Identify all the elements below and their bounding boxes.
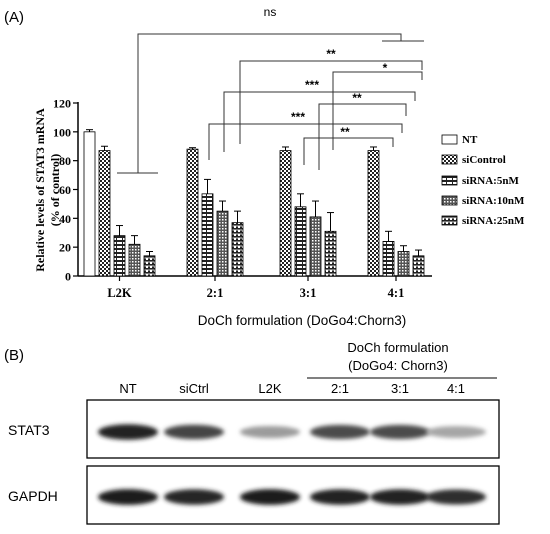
blot-band xyxy=(370,489,430,505)
blot-header-line2: (DoGo4: Chorn3) xyxy=(348,358,448,373)
legend: NT siControl siRNA:5nM siRNA:10nM siRNA:25nM xyxy=(441,134,525,227)
significance-labels: ************* xyxy=(291,47,388,139)
significance-label: ** xyxy=(352,91,362,105)
blot-band xyxy=(426,489,486,505)
blot-band xyxy=(240,425,300,439)
blot-band xyxy=(240,489,300,505)
significance-label: *** xyxy=(305,78,319,92)
bar-sirna-5nm xyxy=(382,240,395,277)
legend-label: siRNA:10nM xyxy=(462,195,525,207)
x-tick-label: 4:1 xyxy=(388,286,405,300)
bar-sirna-25nm xyxy=(231,222,244,277)
blot-lane-labels: NT siCtrl L2K 2:1 3:1 4:1 xyxy=(119,381,465,396)
blot-band xyxy=(310,424,370,440)
legend-swatch xyxy=(441,134,458,145)
bar-nt xyxy=(83,131,96,277)
lane-label: L2K xyxy=(258,381,281,396)
bar-sirna-10nm xyxy=(128,243,141,277)
blot-band xyxy=(164,424,224,440)
blot-header-line1: DoCh formulation xyxy=(347,340,448,355)
panel-a-label: (A) xyxy=(4,9,24,26)
plot-area: 0 20 40 60 80 100 120 L2K 2:1 3:1 4:1 xyxy=(53,97,432,300)
blot-band xyxy=(98,489,158,505)
blot-row-label: STAT3 xyxy=(8,422,50,438)
y-axis-label-line2: (% of control) xyxy=(48,154,62,226)
bar-sirna-5nm xyxy=(113,235,126,277)
legend-label: NT xyxy=(462,134,478,146)
lane-label: siCtrl xyxy=(179,381,209,396)
lane-label: 2:1 xyxy=(331,381,349,396)
legend-swatch xyxy=(441,195,458,206)
x-axis-label: DoCh formulation (DoGo4:Chorn3) xyxy=(198,313,407,328)
bar-sirna-25nm xyxy=(143,255,156,277)
blot-band xyxy=(164,489,224,505)
lane-label: 4:1 xyxy=(447,381,465,396)
y-tick-label: 0 xyxy=(65,270,71,284)
y-axis-label-line1: Relative levels of STAT3 mRNA xyxy=(33,108,47,272)
panel-b-label: (B) xyxy=(4,347,24,364)
y-tick-label: 60 xyxy=(59,183,71,197)
bar-sicontrol xyxy=(98,150,111,277)
x-tick-label: L2K xyxy=(107,286,132,300)
legend-swatch xyxy=(441,154,458,165)
legend-swatch xyxy=(441,215,458,226)
y-tick-label: 80 xyxy=(59,154,71,168)
lane-label: NT xyxy=(119,381,136,396)
bar-sirna-10nm xyxy=(309,216,322,277)
significance-label: *** xyxy=(291,110,305,124)
bar-sirna-25nm xyxy=(412,255,425,277)
significance-brackets xyxy=(117,33,424,174)
significance-label: ** xyxy=(340,125,350,139)
blot-band xyxy=(370,424,430,440)
y-axis-label: Relative levels of STAT3 mRNA (% of cont… xyxy=(33,108,62,272)
significance-label: * xyxy=(383,61,388,75)
blot-band xyxy=(98,424,158,440)
bar-sirna-5nm xyxy=(294,206,307,277)
legend-label: siRNA:5nM xyxy=(462,175,519,187)
y-tick-label: 120 xyxy=(53,97,71,111)
bar-sicontrol xyxy=(367,150,380,277)
blot-band xyxy=(310,489,370,505)
bar-sicontrol xyxy=(186,148,199,277)
x-tick-label: 2:1 xyxy=(207,286,224,300)
y-tick-label: 100 xyxy=(53,125,71,139)
bar-sirna-25nm xyxy=(324,230,337,277)
bar-sirna-5nm xyxy=(201,193,214,277)
legend-swatch xyxy=(441,175,458,186)
y-tick-label: 40 xyxy=(59,212,71,226)
bar-sicontrol xyxy=(279,150,292,277)
lane-label: 3:1 xyxy=(391,381,409,396)
legend-label: siControl xyxy=(462,154,506,166)
blot-row-label: GAPDH xyxy=(8,488,58,504)
x-tick-label: 3:1 xyxy=(300,286,317,300)
blots: STAT3 GAPDH xyxy=(8,399,500,525)
ns-label: ns xyxy=(264,5,277,19)
y-tick-label: 20 xyxy=(59,241,71,255)
blot-band xyxy=(426,426,486,438)
significance-label: ** xyxy=(326,47,336,61)
bar-sirna-10nm xyxy=(216,210,229,277)
bar-sirna-10nm xyxy=(397,251,410,277)
legend-label: siRNA:25nM xyxy=(462,215,525,227)
